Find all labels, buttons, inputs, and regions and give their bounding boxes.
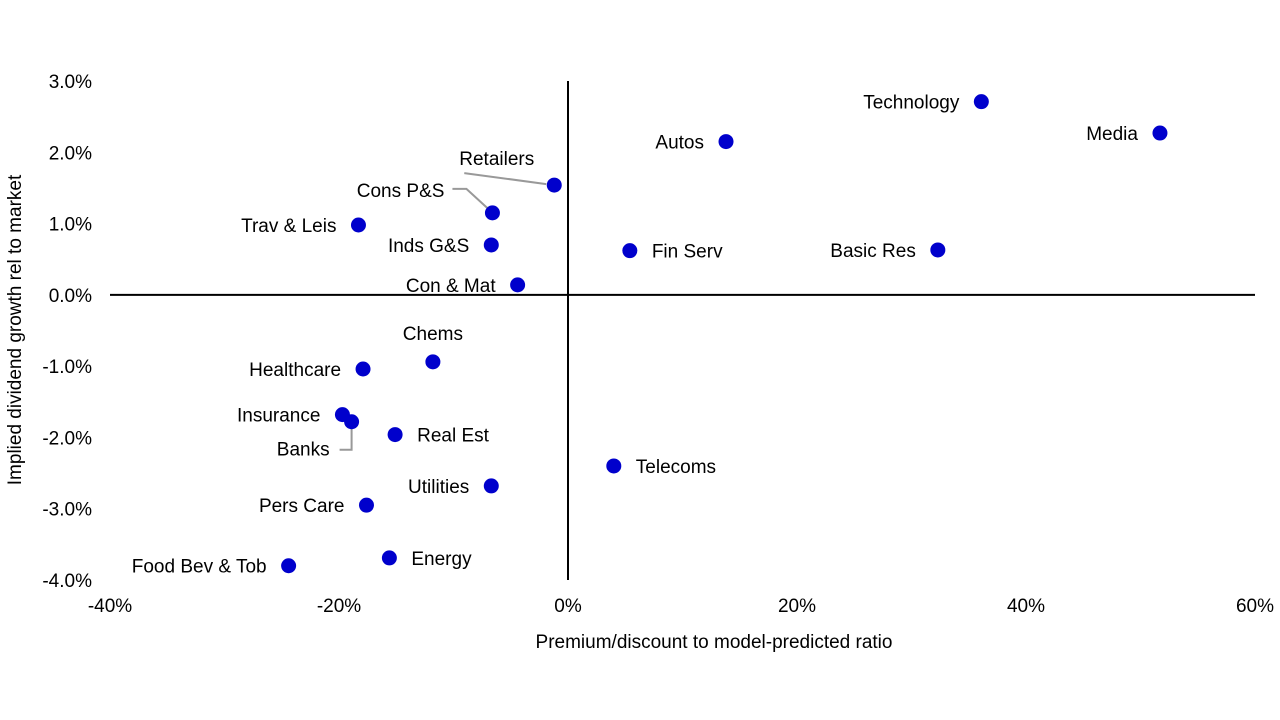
leader-lines [339,172,547,451]
point-label: Con & Mat [406,276,496,297]
point-label: Chems [403,324,463,345]
point-label: Healthcare [249,360,341,381]
x-tick-label: 0% [554,596,582,617]
point-label: Insurance [237,406,320,427]
data-point [387,427,403,443]
point-label: Autos [655,133,704,154]
point-labels: Technology Media Autos Retailers Cons P&S Tra… [132,93,1139,578]
data-point [483,237,499,253]
y-tick-label: -3.0% [42,500,92,521]
point-label: Inds G&S [388,236,469,257]
point-label: Basic Res [830,241,916,262]
data-point [510,277,526,293]
y-tick-label: 3.0% [49,72,92,93]
x-tick-label: 60% [1236,596,1274,617]
point-label: Utilities [408,477,469,498]
leader-line [452,187,492,212]
data-point [606,458,622,474]
point-label: Food Bev & Tob [132,557,267,578]
y-tick-label: 1.0% [49,215,92,236]
data-point [1152,125,1168,141]
data-point [281,558,297,574]
x-tick-label: -40% [88,596,132,617]
data-point [973,94,989,110]
y-tick-label: -1.0% [42,357,92,378]
y-axis-title: Implied dividend growth rel to market [5,174,26,485]
data-point [381,550,397,566]
point-label: Telecoms [636,457,716,478]
data-points [281,94,1168,574]
y-tick-label: 2.0% [49,143,92,164]
data-point [344,414,360,430]
y-tick-label: 0.0% [49,286,92,307]
point-label: Media [1086,124,1138,145]
leader-line [464,172,547,186]
leader-line [339,423,353,451]
x-axis-title: Premium/discount to model-predicted rati… [536,632,893,653]
point-label: Energy [411,549,472,570]
point-label: Fin Serv [652,242,723,263]
data-point [425,354,441,370]
data-point [358,497,374,513]
point-label: Pers Care [259,496,345,517]
data-point [350,217,366,233]
x-axis-ticks: -40% -20% 0% 20% 40% 60% [88,596,1274,617]
point-label: Retailers [459,149,534,170]
x-tick-label: -20% [317,596,361,617]
point-label: Cons P&S [357,181,445,202]
data-point [718,134,734,150]
x-tick-label: 40% [1007,596,1045,617]
data-point [484,205,500,221]
data-point [483,478,499,494]
point-label: Real Est [417,426,490,447]
data-point [355,361,371,377]
x-tick-label: 20% [778,596,816,617]
data-point [622,243,638,259]
data-point [546,177,562,193]
y-axis-ticks: 3.0% 2.0% 1.0% 0.0% -1.0% -2.0% -3.0% -4.0% [42,72,92,592]
y-tick-label: -2.0% [42,428,92,449]
point-label: Banks [277,440,330,461]
point-label: Trav & Leis [241,216,336,237]
point-label: Technology [863,93,960,114]
y-tick-label: -4.0% [42,571,92,592]
data-point [930,242,946,258]
